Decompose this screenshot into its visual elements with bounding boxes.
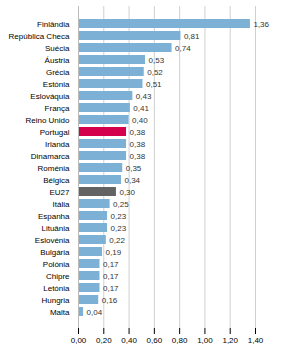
svg-text:1,40: 1,40 — [248, 336, 264, 345]
svg-text:0,51: 0,51 — [146, 80, 162, 89]
svg-text:0,38: 0,38 — [130, 128, 146, 137]
svg-text:0,20: 0,20 — [96, 336, 112, 345]
svg-text:Itália: Itália — [53, 200, 70, 209]
svg-text:Grécia: Grécia — [46, 68, 70, 77]
svg-text:0,74: 0,74 — [175, 44, 191, 53]
svg-text:0,40: 0,40 — [121, 336, 137, 345]
svg-text:0,81: 0,81 — [184, 32, 200, 41]
svg-text:0,17: 0,17 — [103, 260, 119, 269]
svg-text:0,38: 0,38 — [130, 140, 146, 149]
svg-text:Reino Unido: Reino Unido — [25, 116, 70, 125]
svg-text:0,23: 0,23 — [111, 224, 127, 233]
svg-text:1,36: 1,36 — [253, 20, 269, 29]
svg-text:EU27: EU27 — [49, 188, 70, 197]
svg-text:0,30: 0,30 — [119, 188, 135, 197]
svg-text:0,41: 0,41 — [133, 104, 149, 113]
svg-text:0,34: 0,34 — [124, 176, 140, 185]
svg-text:Hungria: Hungria — [41, 296, 70, 305]
svg-text:Irlanda: Irlanda — [45, 140, 70, 149]
svg-text:Estónia: Estónia — [43, 80, 70, 89]
svg-text:Finlândia: Finlândia — [37, 20, 70, 29]
svg-text:0,52: 0,52 — [147, 68, 163, 77]
svg-text:Espanha: Espanha — [38, 212, 70, 221]
svg-text:França: França — [45, 104, 70, 113]
svg-text:Malta: Malta — [50, 308, 70, 317]
svg-text:0,53: 0,53 — [149, 56, 165, 65]
svg-text:República Checa: República Checa — [9, 32, 70, 41]
svg-text:Lituânia: Lituânia — [41, 224, 70, 233]
svg-text:Bélgica: Bélgica — [43, 176, 70, 185]
svg-text:0,38: 0,38 — [130, 152, 146, 161]
svg-text:0,25: 0,25 — [113, 200, 129, 209]
svg-text:1,00: 1,00 — [197, 336, 213, 345]
svg-text:Suécia: Suécia — [45, 44, 70, 53]
svg-text:0,80: 0,80 — [172, 336, 188, 345]
svg-text:0,04: 0,04 — [87, 308, 103, 317]
svg-text:Áustria: Áustria — [45, 56, 70, 65]
svg-text:0,23: 0,23 — [111, 212, 127, 221]
svg-text:Polónia: Polónia — [43, 260, 70, 269]
svg-text:0,40: 0,40 — [132, 116, 148, 125]
svg-text:0,16: 0,16 — [102, 296, 118, 305]
svg-text:Bulgária: Bulgária — [40, 248, 70, 257]
svg-text:0,00: 0,00 — [71, 336, 87, 345]
svg-text:0,60: 0,60 — [147, 336, 163, 345]
svg-text:0,17: 0,17 — [103, 272, 119, 281]
svg-text:Letónia: Letónia — [43, 284, 70, 293]
svg-text:0,35: 0,35 — [126, 164, 142, 173]
svg-text:Dinamarca: Dinamarca — [31, 152, 70, 161]
svg-text:0,19: 0,19 — [106, 248, 122, 257]
svg-text:Eslovénia: Eslovénia — [35, 236, 70, 245]
svg-text:Eslováquia: Eslováquia — [30, 92, 70, 101]
svg-text:Chipre: Chipre — [46, 272, 70, 281]
svg-text:1,20: 1,20 — [222, 336, 238, 345]
svg-text:Roménia: Roménia — [37, 164, 70, 173]
svg-text:0,22: 0,22 — [109, 236, 125, 245]
svg-text:0,43: 0,43 — [136, 92, 152, 101]
svg-text:Portugal: Portugal — [40, 128, 70, 137]
svg-text:0,17: 0,17 — [103, 284, 119, 293]
